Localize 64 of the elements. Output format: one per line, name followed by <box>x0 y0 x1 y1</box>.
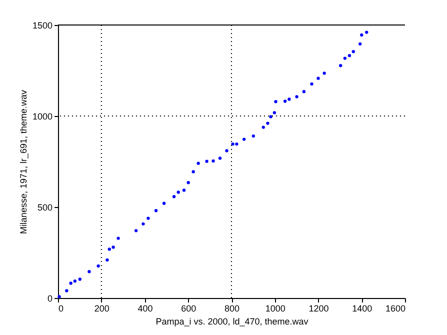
point <box>225 149 228 152</box>
point <box>196 162 200 165</box>
point <box>65 289 68 292</box>
point <box>235 142 238 146</box>
y-tick-label: 1500 <box>32 20 52 30</box>
point <box>142 222 145 226</box>
point <box>162 202 166 205</box>
point <box>96 264 100 268</box>
x-tick-label: 1200 <box>308 304 329 314</box>
point <box>176 190 180 194</box>
x-tick-label: 200 <box>94 304 110 314</box>
x-tick-label: 600 <box>181 304 196 314</box>
point <box>73 279 76 283</box>
x-tick-label: 800 <box>224 304 240 314</box>
point <box>266 122 270 125</box>
x-tick-label: 1000 <box>265 304 286 314</box>
point <box>212 159 215 163</box>
point <box>302 90 306 94</box>
point <box>348 54 352 58</box>
point <box>283 100 287 103</box>
x-tick-label: 1600 <box>385 304 406 314</box>
y-tick-label: 500 <box>37 202 52 212</box>
point <box>322 72 326 75</box>
point <box>106 258 109 262</box>
point <box>358 42 362 46</box>
y-tick-label: 0 <box>47 294 52 304</box>
point <box>186 181 190 184</box>
point <box>69 282 72 285</box>
point <box>78 278 82 281</box>
point <box>231 142 234 146</box>
point <box>112 246 115 249</box>
point <box>360 33 364 37</box>
x-tick-label: 0 <box>58 304 64 314</box>
point <box>192 170 195 174</box>
point <box>262 126 265 129</box>
point <box>218 156 222 160</box>
x-tick-label: 400 <box>138 304 153 314</box>
y-tick-label: 1000 <box>32 112 52 122</box>
point <box>252 134 255 138</box>
point <box>88 270 91 274</box>
point <box>182 188 186 192</box>
point <box>146 216 150 220</box>
point <box>343 56 347 60</box>
point <box>288 98 291 101</box>
point <box>242 138 246 141</box>
y-axis-title: Milanesse, 1971, lr_691, theme.wav <box>18 89 28 234</box>
point <box>365 30 368 34</box>
point <box>274 100 278 104</box>
x-tick-label: 1400 <box>352 304 372 314</box>
point <box>316 76 320 80</box>
point <box>116 236 120 240</box>
point <box>172 195 176 198</box>
point <box>269 115 272 118</box>
point <box>154 209 158 212</box>
point <box>108 248 111 251</box>
point <box>295 95 298 98</box>
point <box>58 295 61 298</box>
point <box>310 82 314 86</box>
point <box>272 111 276 114</box>
point <box>205 160 208 163</box>
point <box>134 229 138 232</box>
point <box>339 64 342 68</box>
x-axis-title: Pampa_i vs. 2000, ld_470, theme.wav <box>156 316 309 326</box>
point <box>352 50 355 54</box>
